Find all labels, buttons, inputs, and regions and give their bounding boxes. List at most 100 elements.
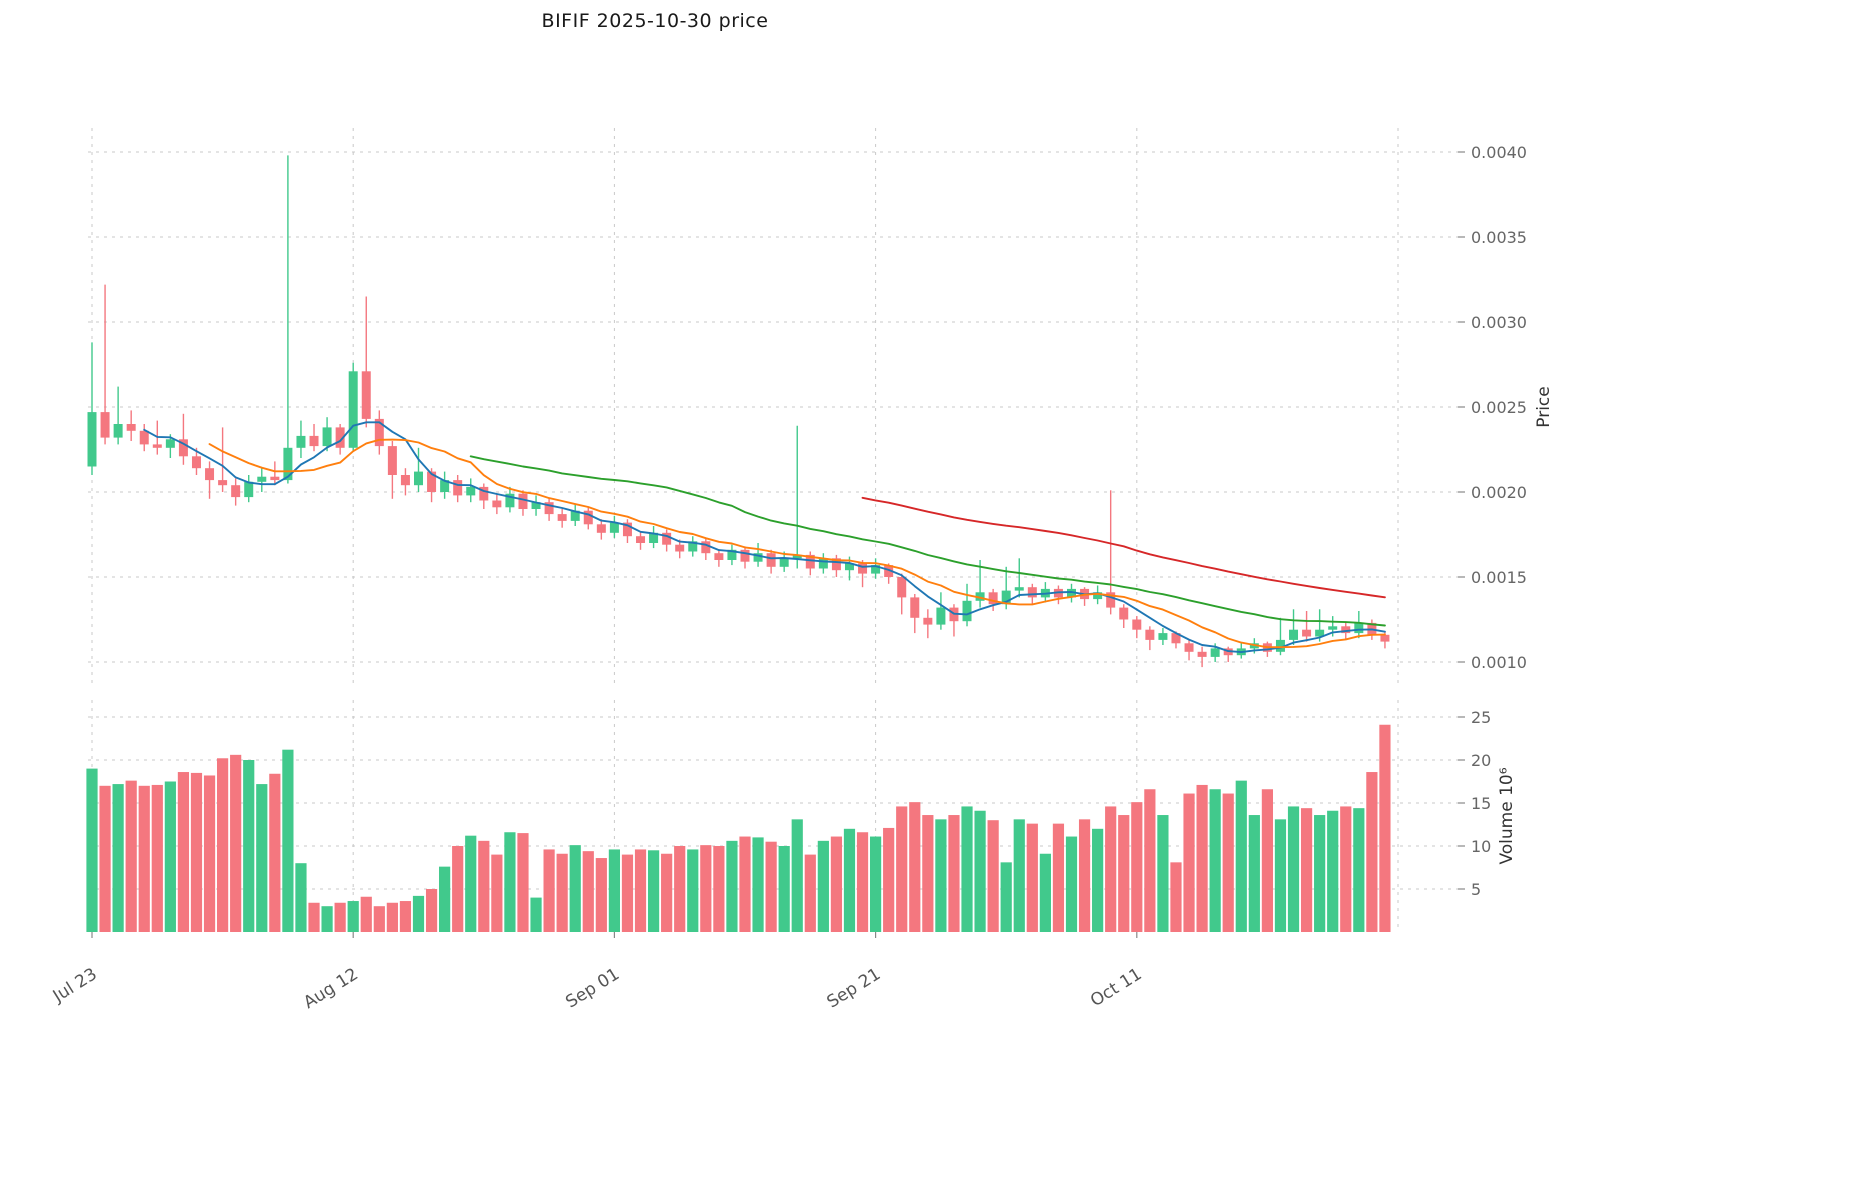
candle-body <box>1027 587 1037 598</box>
volume-bar <box>230 754 242 932</box>
candle-body <box>910 597 920 618</box>
volume-bar <box>1144 789 1156 932</box>
candle-body <box>792 554 802 559</box>
volume-bar <box>595 858 607 932</box>
candle-body <box>244 481 254 498</box>
candle-body <box>466 486 476 496</box>
volume-bar <box>647 850 660 932</box>
candle-body <box>322 427 332 447</box>
volume-bar <box>1209 789 1221 932</box>
candle-body <box>100 412 110 438</box>
volume-bar <box>1118 815 1130 932</box>
x-tick-label: Oct 11 <box>1087 964 1145 1011</box>
candle-body <box>727 549 737 560</box>
candle-body <box>270 476 280 481</box>
candle-body <box>205 468 215 481</box>
candle-body <box>518 493 528 509</box>
candle-body <box>492 500 502 508</box>
volume-bar <box>830 836 843 932</box>
volume-bar <box>1379 724 1391 932</box>
candle-body <box>1302 629 1312 637</box>
candle-body <box>1289 629 1299 640</box>
candle-body <box>1093 592 1103 600</box>
volume-bar <box>569 845 581 932</box>
candle-body <box>1328 626 1338 630</box>
x-tick-label: Sep 01 <box>562 964 623 1012</box>
volume-bar <box>99 785 111 932</box>
volume-bar <box>765 841 777 932</box>
candle-body <box>714 553 724 560</box>
chart-title: BIFIF 2025-10-30 price <box>541 10 769 32</box>
candle-body <box>165 439 175 448</box>
volume-bar <box>1235 780 1247 932</box>
candle-body <box>831 558 841 571</box>
volume-bar <box>321 906 333 932</box>
candle-body <box>139 430 149 445</box>
candle-body <box>844 563 854 571</box>
candle-body <box>1380 634 1390 642</box>
volume-bar <box>556 853 568 932</box>
candle-body <box>1341 626 1351 634</box>
volume-bar <box>817 840 829 932</box>
volume-bar <box>713 846 725 932</box>
volume-bar <box>804 854 816 932</box>
candle-body <box>701 541 711 554</box>
volume-bar <box>1274 819 1287 932</box>
volume-tick-label: 5 <box>1471 880 1481 899</box>
candle-body <box>766 553 776 567</box>
volume-bar <box>308 902 320 932</box>
volume-bar <box>138 785 150 932</box>
candle-body <box>884 565 894 577</box>
volume-bar <box>360 896 372 932</box>
volume-bar <box>282 749 294 932</box>
volume-bar <box>504 832 516 932</box>
volume-bar <box>1353 808 1365 932</box>
volume-bar <box>1078 819 1091 932</box>
volume-bar <box>125 780 137 932</box>
volume-bar <box>883 827 895 932</box>
volume-bar <box>778 846 790 932</box>
volume-bar <box>217 758 229 932</box>
volume-bar <box>1039 853 1051 932</box>
volume-bar <box>543 849 555 932</box>
candle-body <box>636 536 646 543</box>
candle-body <box>1210 648 1220 657</box>
volume-bar <box>334 902 346 932</box>
x-tick-label: Sep 21 <box>824 964 885 1012</box>
price-tick-label: 0.0030 <box>1471 313 1527 332</box>
volume-bar <box>1366 772 1378 932</box>
volume-bar <box>452 846 464 932</box>
volume-bar <box>1105 806 1117 932</box>
volume-bar <box>870 836 882 932</box>
candle-body <box>152 444 162 448</box>
volume-bar <box>399 901 412 932</box>
volume-bar <box>478 840 490 932</box>
candle-body <box>622 522 632 537</box>
volume-bar <box>386 902 398 932</box>
candle-body <box>1119 607 1129 620</box>
candle-body <box>1354 622 1364 634</box>
x-tick-label: Aug 12 <box>300 964 362 1013</box>
candle-body <box>897 577 907 598</box>
candle-body <box>662 532 672 545</box>
volume-bar <box>739 836 751 932</box>
ma-line-MA5 <box>143 421 1386 654</box>
volume-bar <box>347 901 359 932</box>
volume-bar <box>948 815 960 932</box>
candle-body <box>936 607 946 625</box>
volume-bar <box>425 889 438 932</box>
candle-body <box>675 544 685 552</box>
x-tick-label: Jul 23 <box>49 964 101 1007</box>
price-tick-label: 0.0025 <box>1471 398 1527 417</box>
volume-bar <box>896 806 908 932</box>
volume-bar <box>752 837 764 932</box>
candle-body <box>779 558 789 567</box>
candle-body <box>335 427 345 448</box>
candle-body <box>753 553 763 562</box>
candle-body <box>296 435 306 448</box>
candle-body <box>1106 592 1116 608</box>
volume-tick-label: 25 <box>1471 708 1491 727</box>
volume-bar <box>164 781 176 932</box>
volume-bar <box>1052 823 1065 932</box>
